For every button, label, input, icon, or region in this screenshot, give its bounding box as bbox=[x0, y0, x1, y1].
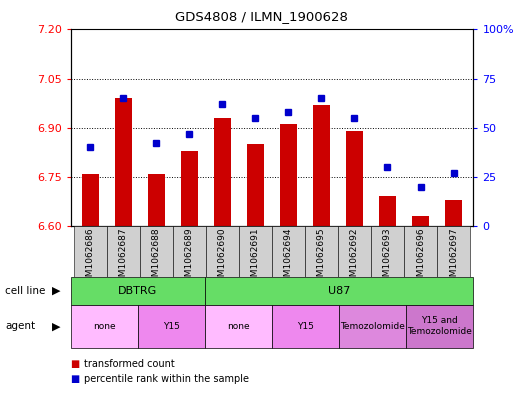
Bar bbox=[445, 200, 462, 226]
Text: GSM1062692: GSM1062692 bbox=[350, 228, 359, 288]
Text: GSM1062695: GSM1062695 bbox=[317, 228, 326, 288]
Text: none: none bbox=[227, 322, 249, 331]
Bar bbox=[371, 226, 404, 277]
Text: agent: agent bbox=[5, 321, 36, 331]
Bar bbox=[82, 174, 99, 226]
Text: Y15: Y15 bbox=[163, 322, 180, 331]
Text: GSM1062688: GSM1062688 bbox=[152, 228, 161, 288]
Text: none: none bbox=[93, 322, 116, 331]
Bar bbox=[239, 226, 272, 277]
Bar bbox=[280, 125, 297, 226]
Text: GSM1062687: GSM1062687 bbox=[119, 228, 128, 288]
Bar bbox=[140, 226, 173, 277]
Text: GSM1062694: GSM1062694 bbox=[284, 228, 293, 288]
Bar bbox=[74, 226, 107, 277]
Bar bbox=[346, 131, 363, 226]
Bar bbox=[173, 226, 206, 277]
Text: GDS4808 / ILMN_1900628: GDS4808 / ILMN_1900628 bbox=[175, 10, 348, 23]
Text: transformed count: transformed count bbox=[84, 358, 175, 369]
Bar bbox=[206, 226, 239, 277]
Bar bbox=[379, 196, 396, 226]
Bar bbox=[214, 118, 231, 226]
Bar bbox=[305, 226, 338, 277]
Text: GSM1062686: GSM1062686 bbox=[86, 228, 95, 288]
Bar bbox=[338, 226, 371, 277]
Text: GSM1062690: GSM1062690 bbox=[218, 228, 227, 288]
Text: GSM1062696: GSM1062696 bbox=[416, 228, 425, 288]
Bar bbox=[115, 98, 132, 226]
Bar bbox=[404, 226, 437, 277]
Text: Y15 and
Temozolomide: Y15 and Temozolomide bbox=[407, 316, 472, 336]
Text: ▶: ▶ bbox=[52, 286, 61, 296]
Bar bbox=[247, 144, 264, 226]
Bar bbox=[437, 226, 470, 277]
Text: percentile rank within the sample: percentile rank within the sample bbox=[84, 374, 248, 384]
Text: GSM1062697: GSM1062697 bbox=[449, 228, 458, 288]
Text: GSM1062691: GSM1062691 bbox=[251, 228, 260, 288]
Bar bbox=[412, 216, 429, 226]
Text: Y15: Y15 bbox=[297, 322, 314, 331]
Text: GSM1062693: GSM1062693 bbox=[383, 228, 392, 288]
Text: cell line: cell line bbox=[5, 286, 46, 296]
Bar bbox=[107, 226, 140, 277]
Text: ▶: ▶ bbox=[52, 321, 61, 331]
Text: Temozolomide: Temozolomide bbox=[340, 322, 405, 331]
Bar bbox=[313, 105, 329, 226]
Bar bbox=[181, 151, 198, 226]
Text: U87: U87 bbox=[328, 286, 350, 296]
Text: ■: ■ bbox=[71, 358, 80, 369]
Text: GSM1062689: GSM1062689 bbox=[185, 228, 194, 288]
Text: DBTRG: DBTRG bbox=[118, 286, 157, 296]
Text: ■: ■ bbox=[71, 374, 80, 384]
Bar bbox=[148, 174, 165, 226]
Bar bbox=[272, 226, 305, 277]
